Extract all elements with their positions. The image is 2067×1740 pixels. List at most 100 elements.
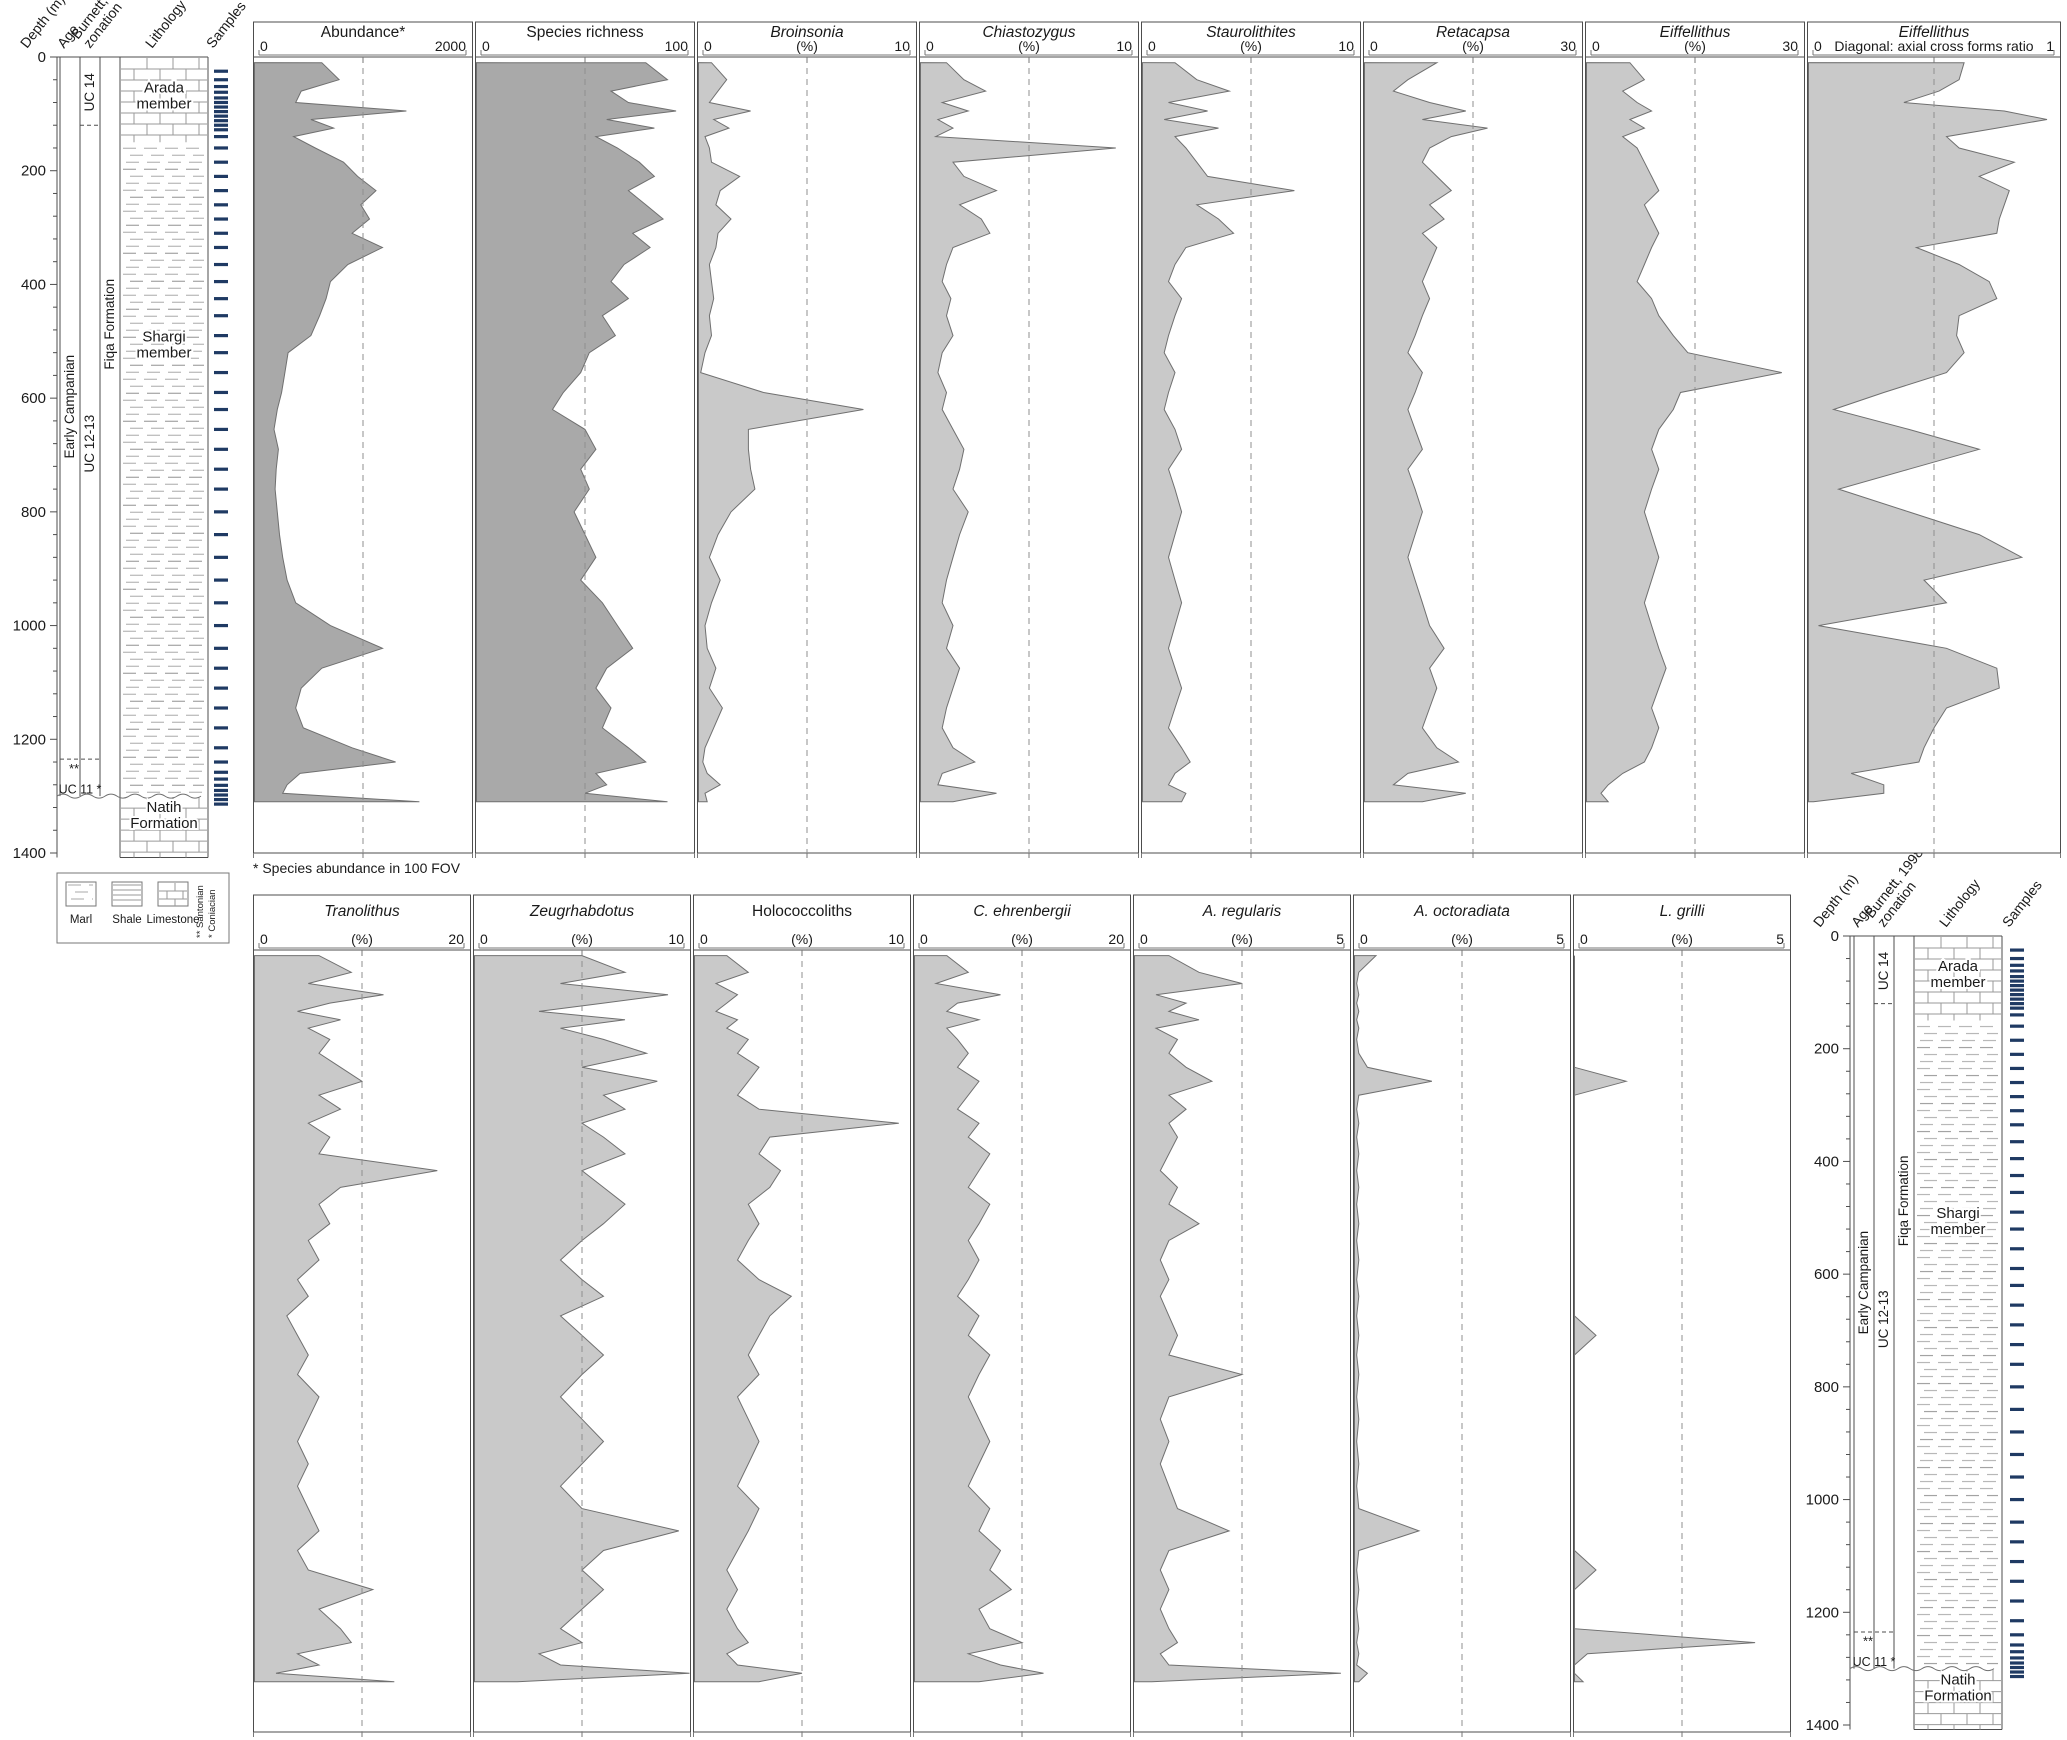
sample-mark — [2010, 1430, 2024, 1434]
sample-mark — [214, 160, 228, 164]
sample-mark — [2010, 1173, 2024, 1178]
sample-mark — [2010, 997, 2024, 1001]
axis-min-label: 0 — [1592, 38, 1600, 54]
sample-mark — [214, 746, 228, 750]
retacapsa-area-series — [1364, 62, 1488, 803]
zone-lower-label: UC 11 * — [1853, 1655, 1896, 1669]
vertical-label: Early Campanian — [62, 355, 77, 459]
sample-mark — [2010, 1024, 2024, 1028]
panel-title: Tranolithus — [324, 903, 400, 920]
sample-mark — [214, 90, 228, 94]
sample-mark — [2010, 1665, 2024, 1670]
panel-subtitle: (%) — [791, 931, 813, 947]
sample-mark — [214, 390, 228, 395]
zone-lower-label: UC 11 * — [59, 782, 102, 796]
sample-mark — [214, 623, 228, 628]
sample-mark — [2010, 1497, 2024, 1502]
sample-mark — [214, 297, 228, 301]
axis-max-label: 10 — [888, 931, 904, 947]
a-octoradiata-area-series — [1354, 955, 1433, 1683]
vertical-label: Fiqa Formation — [102, 279, 117, 370]
right-strat-column: 0 200 400 600 800 1000 1200 1400 Early Campanian… — [1806, 845, 2045, 1734]
panel-subtitle: Diagonal: axial cross forms ratio — [1834, 38, 2033, 54]
eiffellithus-ratio-panel: Eiffellithus 0 1 Diagonal: axial cross form… — [1807, 21, 2061, 858]
sample-mark — [2010, 963, 2024, 967]
sample-mark — [214, 334, 228, 338]
panel-header-box — [253, 894, 471, 951]
sample-mark — [214, 770, 228, 774]
sample-mark — [214, 128, 228, 132]
axis-min-label: 0 — [260, 38, 268, 54]
axis-max-label: 30 — [1560, 38, 1576, 54]
sample-mark — [2010, 988, 2024, 992]
axis-max-label: 5 — [1336, 931, 1344, 947]
panel-subtitle: (%) — [1671, 931, 1693, 947]
eiffellithus-pct-panel: Eiffellithus 0 30 (%) — [1585, 21, 1805, 858]
footnote: * Species abundance in 100 FOV — [253, 860, 461, 876]
axis-max-label: 5 — [1776, 931, 1784, 947]
column-header: Lithology — [1936, 876, 1983, 930]
sample-mark — [214, 351, 228, 355]
l-grilli-panel: L. grilli 0 5 (%) — [1573, 894, 1791, 1737]
tranolithus-area-series — [254, 955, 438, 1683]
sample-mark — [2010, 1643, 2024, 1647]
column-header: Samples — [1999, 877, 2045, 930]
sample-mark — [2010, 1342, 2024, 1347]
axis-min-label: 0 — [920, 931, 928, 947]
sample-mark — [214, 686, 228, 690]
sample-mark — [214, 760, 228, 764]
axis-max-label: 1 — [2046, 38, 2054, 54]
panel-title: Species richness — [526, 24, 643, 41]
eiffellithus-pct-area-series — [1586, 62, 1782, 803]
column-header: Samples — [203, 0, 249, 51]
sample-mark — [214, 123, 228, 127]
abundance-panel: Abundance* 0 2000 — [253, 21, 473, 858]
panel-header-box — [1573, 894, 1791, 951]
sample-mark — [2010, 993, 2024, 997]
marl-swatch — [65, 881, 97, 907]
panel-title: A. octoradiata — [1413, 903, 1510, 920]
depth-label: 1400 — [1806, 1717, 1839, 1734]
panel-subtitle: (%) — [1018, 38, 1040, 54]
sample-mark — [2010, 1303, 2024, 1307]
panel-subtitle: (%) — [796, 38, 818, 54]
sample-mark — [214, 69, 228, 73]
a-regularis-panel: A. regularis 0 5 (%) — [1133, 894, 1351, 1737]
axis-max-label: 10 — [668, 931, 684, 947]
santonian-mark: ** — [69, 761, 79, 776]
depth-label: 800 — [21, 504, 46, 521]
depth-label: 200 — [1814, 1041, 1839, 1058]
sample-mark — [2010, 1190, 2024, 1195]
panel-title: Chiastozygus — [982, 24, 1075, 41]
panel-subtitle: (%) — [351, 931, 373, 947]
sample-mark — [214, 84, 228, 89]
sample-mark — [214, 467, 228, 471]
sample-mark — [2010, 1579, 2024, 1583]
depth-label: 0 — [1831, 928, 1839, 945]
sample-mark — [214, 783, 228, 787]
l-grilli-area-series — [1574, 955, 1756, 1683]
panel-title: C. ehrenbergii — [973, 903, 1071, 920]
panel-header-box — [1141, 21, 1361, 58]
panel-subtitle: (%) — [1240, 38, 1262, 54]
panel-header-box — [697, 21, 917, 58]
panel-header-box — [913, 894, 1131, 951]
broinsonia-panel: Broinsonia 0 10 (%) — [697, 21, 917, 858]
sample-mark — [2010, 1002, 2024, 1006]
sample-mark — [214, 314, 228, 318]
column-header: Lithology — [142, 0, 189, 51]
axis-min-label: 0 — [704, 38, 712, 54]
vertical-label: UC 14 — [1876, 951, 1891, 990]
sample-mark — [2010, 1520, 2024, 1524]
santonian-mark: ** — [1863, 1634, 1873, 1649]
axis-max-label: 10 — [1338, 38, 1354, 54]
panel-title: Abundance* — [321, 24, 405, 41]
sample-mark — [214, 100, 228, 105]
panel-subtitle: (%) — [1011, 931, 1033, 947]
sample-mark — [214, 788, 228, 793]
panel-header-box — [1133, 894, 1351, 951]
sample-mark — [2010, 1123, 2024, 1127]
axis-max-label: 30 — [1782, 38, 1798, 54]
sample-mark — [214, 802, 228, 806]
